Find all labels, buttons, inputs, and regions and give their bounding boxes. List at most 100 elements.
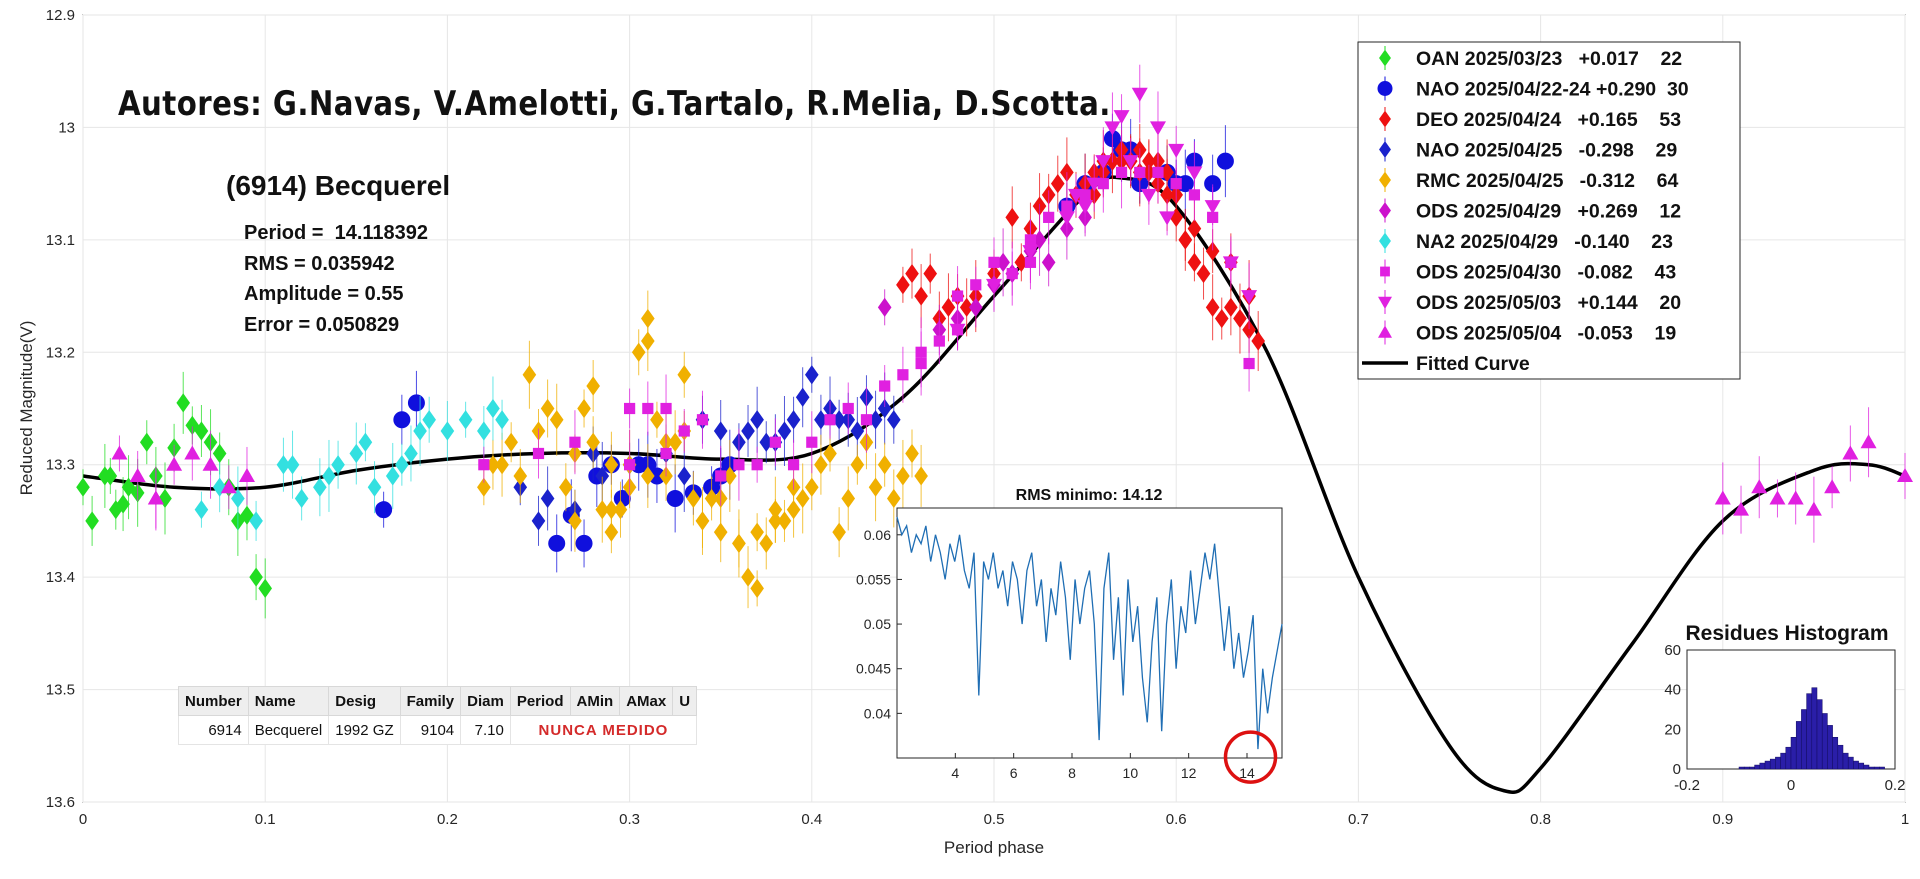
- data-point: [886, 410, 901, 430]
- data-point: [1032, 230, 1047, 250]
- data-point: [147, 490, 164, 505]
- lcdb-header-cell: Name: [247, 686, 330, 716]
- histogram-bar: [1754, 764, 1761, 770]
- data-point: [294, 488, 309, 509]
- histogram-y-tick-label: 40: [1664, 682, 1681, 699]
- data-point: [1160, 162, 1174, 182]
- data-point: [1104, 121, 1121, 136]
- data-point: [741, 421, 755, 441]
- lcdb-table: Number Name Desig Family Diam Period AMin AMax U…: [178, 686, 698, 745]
- data-point: [1043, 211, 1055, 223]
- histogram-bar: [1764, 760, 1771, 770]
- data-point: [613, 500, 628, 520]
- histogram-bar: [1868, 766, 1875, 770]
- data-point: [905, 263, 919, 284]
- rms-y-tick-label: 0.04: [864, 705, 891, 721]
- histogram-bar: [1785, 746, 1792, 770]
- data-point: [868, 410, 883, 430]
- data-point: [832, 410, 846, 430]
- legend-label: ODS 2025/05/03 +0.144 20: [1416, 292, 1681, 314]
- data-point: [1134, 166, 1146, 178]
- data-point: [850, 421, 865, 441]
- data-point: [823, 443, 837, 464]
- data-point: [896, 466, 910, 486]
- error-value: Error = 0.050829: [244, 313, 400, 336]
- data-point: [1168, 143, 1185, 158]
- legend: OAN 2025/03/23 +0.017 22 NAO 2025/04/22-2…: [1357, 41, 1741, 380]
- data-point: [642, 402, 654, 415]
- rms-minimum-highlight-circle: [1223, 730, 1278, 784]
- data-point: [814, 410, 828, 430]
- data-point: [1714, 490, 1731, 505]
- data-point: [970, 279, 982, 291]
- y-axis-label: Reduced Magnitude(V): [17, 321, 36, 496]
- lcdb-header-cell: AMax: [619, 686, 674, 716]
- data-point: [860, 414, 873, 426]
- data-point: [103, 466, 118, 486]
- data-point: [695, 511, 710, 531]
- data-point: [624, 459, 636, 471]
- histogram-bar: [1759, 762, 1766, 770]
- data-point: [1067, 188, 1084, 203]
- data-point: [1380, 266, 1390, 277]
- data-point: [586, 432, 600, 452]
- data-point: [395, 455, 409, 475]
- data-point: [1014, 252, 1029, 272]
- y-tick-label: 13.5: [46, 682, 75, 699]
- x-tick-label: 0.3: [619, 811, 640, 828]
- data-point: [1233, 308, 1247, 329]
- data-point: [666, 489, 684, 507]
- x-tick-label: 0.7: [1348, 811, 1369, 828]
- lcdb-header-cell: Number: [178, 686, 249, 716]
- histogram-bar: [1743, 766, 1750, 770]
- data-point: [786, 410, 801, 430]
- data-point: [1379, 141, 1391, 158]
- data-point: [1216, 152, 1234, 170]
- legend-items: OAN 2025/03/23 +0.017 22 NAO 2025/04/22-2…: [1362, 46, 1689, 375]
- data-point: [1187, 219, 1202, 239]
- rms-y-tick-label: 0.055: [856, 571, 891, 587]
- data-point: [531, 511, 546, 531]
- histogram-bars: [1738, 687, 1885, 770]
- lcdb-header-cell: U: [672, 686, 698, 716]
- histogram-bar: [1853, 760, 1859, 770]
- histogram-bar: [1769, 758, 1776, 770]
- data-point: [1086, 177, 1103, 192]
- data-point: [886, 488, 901, 509]
- data-point: [715, 470, 727, 482]
- amplitude-value: Amplitude = 0.55: [244, 283, 404, 305]
- data-point: [713, 421, 728, 441]
- x-axis-label: Period phase: [944, 838, 1044, 857]
- legend-label: ODS 2025/05/04 -0.053 19: [1416, 323, 1676, 345]
- data-point: [1196, 263, 1211, 284]
- data-point: [1379, 232, 1391, 250]
- data-point: [313, 477, 327, 497]
- data-point: [486, 398, 500, 419]
- data-point: [750, 522, 764, 542]
- data-point: [641, 466, 655, 486]
- data-point: [686, 488, 701, 509]
- rms-x-tick-labels: 4 6 8 10 12 14: [951, 753, 1255, 781]
- data-point: [660, 447, 672, 460]
- legend-label: RMC 2025/04/25 -0.312 64: [1416, 170, 1678, 192]
- data-point: [129, 467, 146, 482]
- data-point: [850, 455, 865, 475]
- data-point: [404, 443, 418, 464]
- rms-y-tick-label: 0.05: [864, 616, 891, 632]
- data-point: [202, 456, 219, 471]
- cell-desig: 1992 GZ: [328, 715, 401, 745]
- data-point: [805, 365, 819, 385]
- y-tick-label: 13: [58, 119, 75, 136]
- data-point: [1787, 490, 1804, 505]
- histogram-bar: [1795, 721, 1802, 770]
- legend-label: NAO 2025/04/22-24 +0.290 30: [1416, 79, 1689, 101]
- cell-status: NUNCA MEDIDO: [509, 715, 698, 745]
- data-point: [194, 421, 209, 441]
- data-point: [495, 455, 509, 475]
- data-point: [1222, 256, 1239, 271]
- data-point: [914, 286, 928, 306]
- rms-curve: [896, 516, 1283, 750]
- data-point: [478, 459, 490, 471]
- data-point: [732, 533, 746, 554]
